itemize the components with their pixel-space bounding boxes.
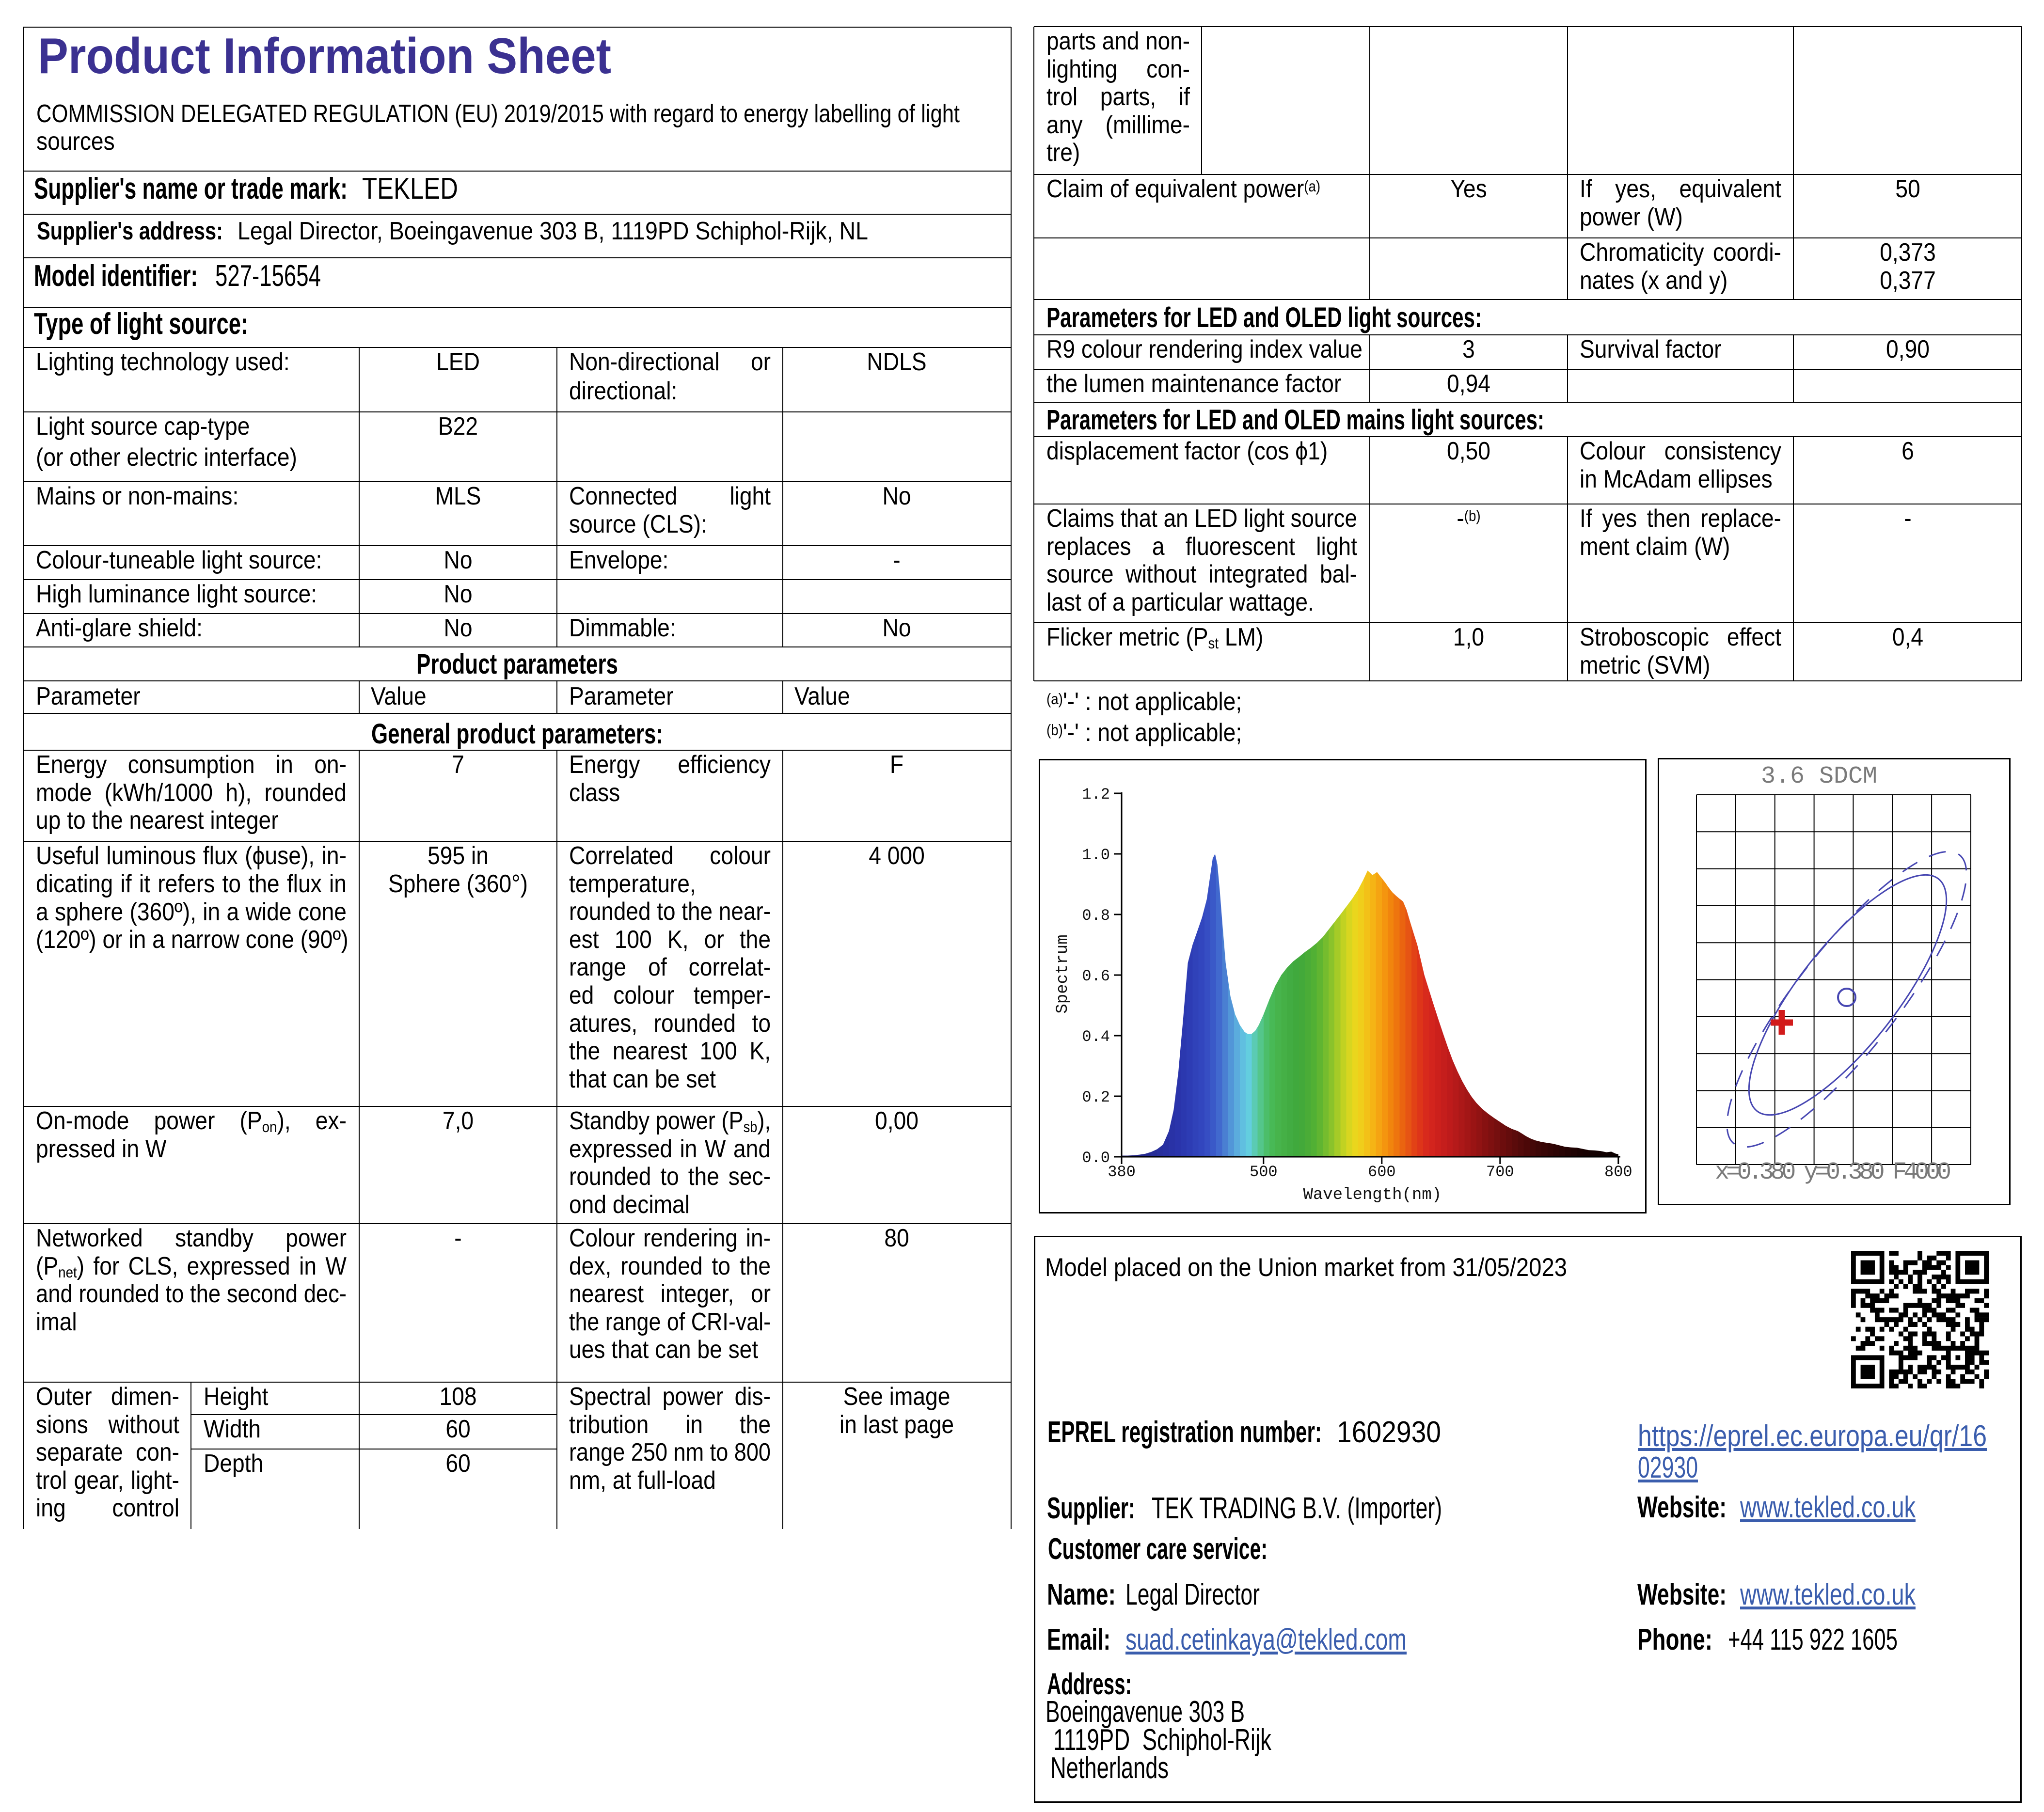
svg-text:0.8: 0.8 bbox=[1082, 907, 1110, 925]
svg-text:Wavelength(nm): Wavelength(nm) bbox=[1303, 1186, 1442, 1204]
svg-text:380: 380 bbox=[1108, 1163, 1136, 1181]
svg-text:0.0: 0.0 bbox=[1082, 1149, 1110, 1167]
svg-text:3.6 SDCM: 3.6 SDCM bbox=[1761, 763, 1877, 790]
svg-text:x=0.380 y=0.380 F4000: x=0.380 y=0.380 F4000 bbox=[1715, 1159, 1951, 1186]
svg-text:500: 500 bbox=[1250, 1163, 1278, 1181]
svg-text:1.2: 1.2 bbox=[1082, 786, 1110, 804]
svg-text:Spectrum: Spectrum bbox=[1054, 934, 1072, 1013]
svg-text:700: 700 bbox=[1486, 1163, 1514, 1181]
svg-text:800: 800 bbox=[1604, 1163, 1632, 1181]
svg-text:0.4: 0.4 bbox=[1082, 1028, 1110, 1046]
svg-text:0.6: 0.6 bbox=[1082, 967, 1110, 985]
svg-text:1.0: 1.0 bbox=[1082, 846, 1110, 864]
svg-text:0.2: 0.2 bbox=[1082, 1088, 1110, 1106]
svg-text:600: 600 bbox=[1368, 1163, 1396, 1181]
